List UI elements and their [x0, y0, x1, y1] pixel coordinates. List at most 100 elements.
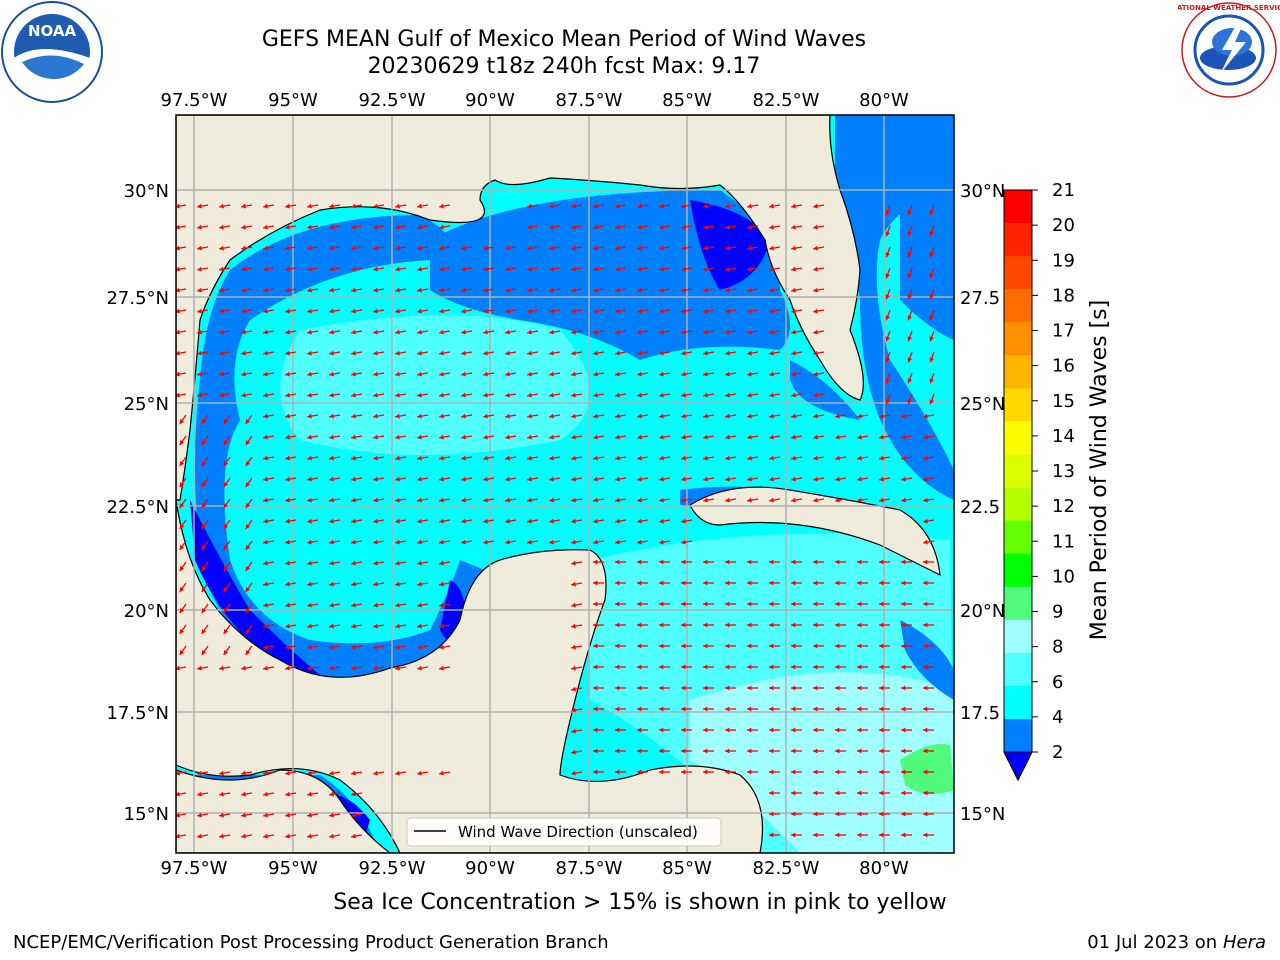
direction-arrow-head: [681, 580, 686, 586]
direction-arrow-head: [747, 413, 752, 419]
direction-arrow-head: [329, 518, 334, 524]
direction-arrow-head: [241, 770, 246, 776]
direction-arrow-head: [923, 811, 928, 817]
direction-arrow-head: [703, 287, 708, 293]
direction-arrow-head: [179, 650, 185, 656]
direction-arrow-head: [813, 308, 818, 314]
direction-arrow-head: [813, 371, 818, 377]
direction-arrow-head: [769, 287, 774, 293]
direction-arrow-head: [835, 601, 840, 607]
direction-arrow-head: [923, 497, 928, 503]
direction-arrow-head: [351, 266, 356, 272]
direction-arrow-head: [285, 665, 290, 671]
direction-arrow-head: [439, 644, 444, 650]
direction-arrow-head: [351, 581, 356, 587]
direction-arrow-head: [923, 559, 928, 565]
direction-arrow-head: [769, 622, 774, 628]
colorbar-segment: [1004, 553, 1032, 588]
direction-arrow-head: [549, 476, 554, 482]
colorbar-segment: [1004, 718, 1032, 753]
direction-arrow-head: [835, 476, 840, 482]
direction-arrow-head: [307, 791, 312, 797]
direction-arrow-head: [791, 308, 796, 314]
direction-arrow-head: [769, 811, 774, 817]
direction-arrow-head: [197, 203, 202, 209]
direction-arrow-head: [176, 329, 180, 335]
direction-arrow-head: [659, 559, 664, 565]
direction-arrow-head: [263, 770, 268, 776]
direction-arrow-head: [615, 203, 620, 209]
direction-arrow-head: [593, 329, 598, 335]
lat-tick-label: 25°N: [960, 394, 1005, 415]
direction-arrow-head: [879, 559, 884, 565]
lon-tick-label: 87.5°W: [556, 90, 623, 111]
direction-arrow-head: [285, 203, 290, 209]
direction-arrow-head: [201, 587, 207, 593]
direction-arrow-head: [439, 476, 444, 482]
direction-arrow-head: [201, 419, 207, 425]
direction-arrow-head: [351, 203, 356, 209]
direction-arrow-head: [373, 350, 378, 356]
direction-arrow-head: [637, 664, 642, 670]
direction-arrow-head: [791, 832, 796, 838]
direction-arrow-head: [263, 350, 268, 356]
direction-arrow-head: [703, 664, 708, 670]
direction-arrow-head: [813, 245, 818, 251]
direction-arrow-head: [879, 769, 884, 775]
direction-arrow-head: [417, 665, 422, 671]
direction-arrow-head: [285, 392, 290, 398]
direction-arrow-head: [659, 622, 664, 628]
colorbar-segment: [1004, 421, 1032, 455]
direction-arrow-head: [813, 769, 818, 775]
direction-arrow-head: [637, 476, 642, 482]
direction-arrow-head: [659, 350, 664, 356]
direction-arrow-head: [571, 224, 576, 230]
direction-arrow-head: [813, 455, 818, 461]
lon-ticks-top: 97.5°W 95°W 92.5°W 90°W 87.5°W 85°W 82.5…: [161, 90, 909, 111]
direction-arrow-head: [201, 440, 207, 446]
direction-arrow-head: [681, 392, 686, 398]
direction-arrow-head: [637, 434, 642, 440]
colorbar-tick-label: 8: [1052, 637, 1063, 658]
direction-arrow-head: [725, 413, 730, 419]
direction-arrow-head: [307, 665, 312, 671]
direction-arrow-head: [747, 371, 752, 377]
direction-arrow-head: [179, 503, 185, 509]
colorbar-tick-label: 9: [1052, 602, 1063, 623]
direction-arrow-head: [637, 769, 642, 775]
lon-tick-label: 80°W: [859, 858, 909, 879]
direction-arrow-head: [263, 203, 268, 209]
direction-arrow-head: [929, 315, 934, 321]
direction-arrow-head: [791, 287, 796, 293]
direction-arrow-head: [307, 644, 312, 650]
direction-arrow-head: [197, 350, 202, 356]
direction-arrow-head: [593, 664, 598, 670]
direction-arrow-head: [923, 601, 928, 607]
direction-arrow-head: [791, 559, 796, 565]
direction-arrow-head: [351, 434, 356, 440]
direction-arrow-head: [483, 266, 488, 272]
direction-arrow-head: [417, 350, 422, 356]
direction-arrow-head: [307, 518, 312, 524]
direction-arrow-head: [223, 545, 229, 551]
direction-arrow-head: [923, 580, 928, 586]
direction-arrow-head: [835, 455, 840, 461]
direction-arrow-head: [395, 455, 400, 461]
colorbar-tick-label: 11: [1052, 531, 1075, 552]
direction-arrow-head: [681, 308, 686, 314]
direction-arrow-head: [659, 287, 664, 293]
direction-arrow-head: [351, 392, 356, 398]
direction-arrow-head: [417, 371, 422, 377]
lon-ticks-bottom: 97.5°W 95°W 92.5°W 90°W 87.5°W 85°W 82.5…: [161, 858, 909, 879]
direction-arrow-head: [659, 413, 664, 419]
direction-arrow-head: [461, 539, 466, 545]
direction-arrow-head: [923, 643, 928, 649]
direction-arrow-head: [879, 622, 884, 628]
colorbar-segment: [1004, 487, 1032, 522]
direction-arrow-head: [791, 769, 796, 775]
direction-arrow-head: [703, 413, 708, 419]
direction-arrow-head: [791, 329, 796, 335]
direction-arrow-head: [439, 623, 444, 629]
direction-arrow-head: [769, 685, 774, 691]
direction-arrow-head: [791, 224, 796, 230]
